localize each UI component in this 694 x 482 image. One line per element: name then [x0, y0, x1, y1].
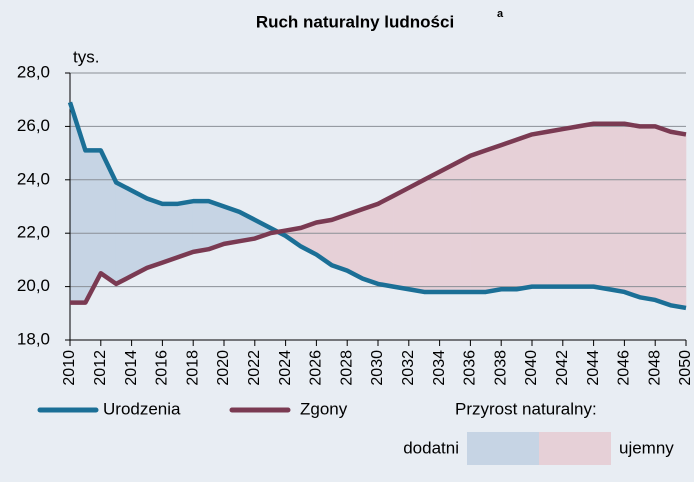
fill-area — [670, 131, 687, 309]
x-tick-label: 2026 — [308, 350, 325, 386]
x-tick-label: 2016 — [154, 350, 171, 386]
fill-area — [562, 126, 579, 287]
fill-area — [624, 123, 641, 298]
fill-area — [454, 155, 471, 293]
fill-area — [470, 150, 487, 293]
title-note: a — [497, 8, 504, 20]
fill-area — [362, 203, 379, 285]
fill-area — [500, 139, 517, 290]
y-tick-label: 20,0 — [17, 276, 50, 295]
y-tick-label: 18,0 — [17, 329, 50, 348]
y-axis-label: tys. — [73, 47, 99, 66]
legend-label: Zgony — [300, 399, 348, 418]
fill-area — [177, 200, 194, 258]
fill-area — [531, 131, 548, 287]
x-tick-label: 2046 — [616, 350, 633, 386]
y-tick-label: 28,0 — [17, 62, 50, 81]
x-tick-label: 2034 — [431, 350, 448, 386]
legend-swatch — [467, 432, 539, 465]
x-tick-label: 2044 — [585, 350, 602, 386]
legend-label: ujemny — [619, 438, 674, 457]
fill-area — [516, 133, 533, 290]
fill-area — [331, 214, 348, 272]
x-tick-label: 2042 — [554, 350, 571, 386]
fill-area — [593, 123, 610, 290]
x-tick-label: 2036 — [462, 350, 479, 386]
legend-label: dodatni — [403, 438, 459, 457]
x-tick-label: 2020 — [215, 350, 232, 386]
fill-area — [423, 171, 440, 293]
x-tick-label: 2014 — [123, 350, 140, 386]
y-tick-label: 24,0 — [17, 169, 50, 188]
fill-area — [547, 128, 564, 287]
series-line — [70, 121, 687, 305]
fill-area — [377, 195, 394, 287]
legend-label: Urodzenia — [103, 399, 181, 418]
x-tick-label: 2040 — [523, 350, 540, 386]
series-line — [67, 101, 687, 311]
fill-area — [577, 123, 594, 287]
fill-area — [439, 163, 456, 293]
x-tick-label: 2018 — [184, 350, 201, 386]
chart-title: Ruch naturalny ludności — [256, 12, 454, 31]
x-tick-label: 2032 — [400, 350, 417, 386]
x-tick-label: 2030 — [369, 350, 386, 386]
fill-area — [192, 200, 209, 253]
y-tick-label: 22,0 — [17, 223, 50, 242]
fill-legend-title: Przyrost naturalny: — [455, 399, 597, 418]
fill-area — [654, 125, 671, 306]
fill-area — [408, 179, 425, 293]
x-tick-label: 2012 — [92, 350, 109, 386]
x-tick-label: 2048 — [646, 350, 663, 386]
x-tick-label: 2022 — [246, 350, 263, 386]
fill-area — [639, 126, 656, 301]
fill-area — [608, 123, 625, 293]
fill-area — [485, 144, 502, 293]
x-tick-label: 2028 — [338, 350, 355, 386]
x-tick-label: 2024 — [277, 350, 294, 386]
legend-swatch — [539, 432, 611, 465]
y-tick-label: 26,0 — [17, 116, 50, 135]
fill-area — [208, 200, 225, 250]
fill-area — [393, 187, 410, 290]
x-tick-label: 2010 — [61, 350, 78, 386]
x-tick-label: 2050 — [677, 350, 694, 386]
x-tick-label: 2038 — [492, 350, 509, 386]
fill-area — [346, 208, 363, 280]
